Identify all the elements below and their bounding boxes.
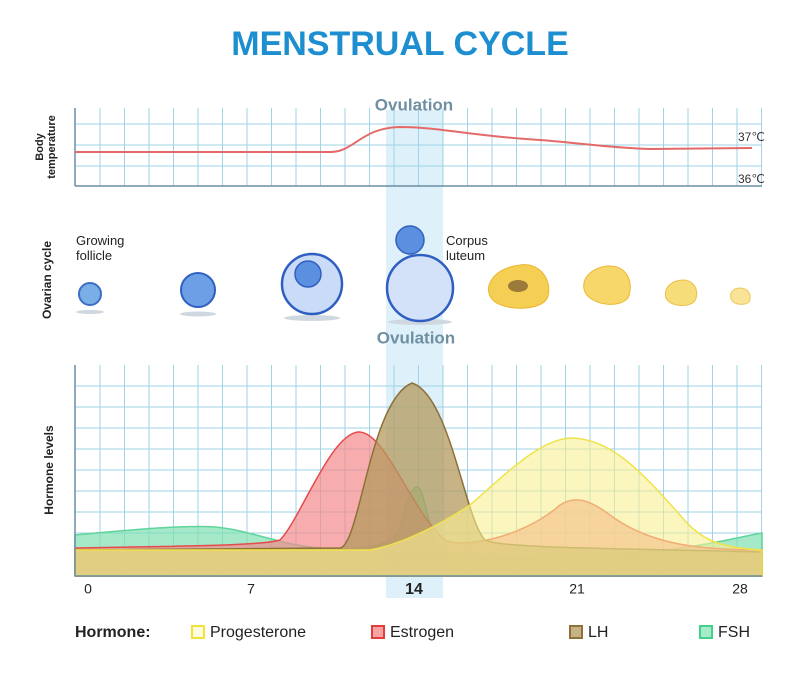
day-tick-label: 0 (84, 581, 92, 597)
legend-label: Estrogen (390, 624, 454, 641)
title: MENSTRUAL CYCLE (231, 25, 569, 63)
legend-swatch (371, 625, 385, 639)
tick-label: 37℃ (738, 130, 765, 144)
legend-swatch (191, 625, 205, 639)
legend-label: Progesterone (210, 624, 306, 641)
hormone-curves (74, 382, 763, 577)
legend-swatch (569, 625, 583, 639)
ovulation-label: Ovulation (375, 95, 453, 114)
day-tick-label: 7 (247, 581, 255, 597)
axis-label: Body temperature (34, 115, 58, 179)
axis-label: Hormone levels (42, 425, 56, 515)
axis-label: Ovarian cycle (40, 241, 54, 319)
temperature-grid (75, 108, 762, 186)
ovulation-label: Ovulation (377, 328, 455, 347)
legend-title: Hormone: (75, 624, 151, 641)
follicles (76, 225, 751, 325)
legend-swatch (699, 625, 713, 639)
legend-label: FSH (718, 624, 750, 641)
day-tick-label: 14 (405, 581, 423, 598)
temperature-curve (75, 125, 753, 153)
legend-label: LH (588, 624, 608, 641)
follicle-label: Growing follicle (76, 233, 124, 263)
tick-label: 36℃ (738, 172, 765, 186)
day-tick-label: 28 (732, 581, 748, 597)
day-tick-label: 21 (569, 581, 585, 597)
luteum-label: Corpus luteum (446, 233, 488, 263)
